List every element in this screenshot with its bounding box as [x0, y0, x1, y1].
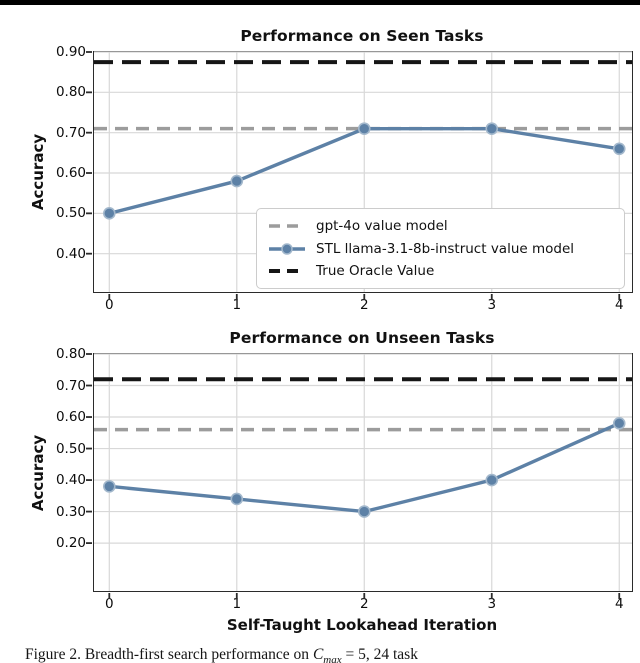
legend: gpt-4o value model STL llama-3.1-8b-inst…: [256, 208, 625, 289]
legend-entry-gpt4o: gpt-4o value model: [257, 218, 624, 234]
x-tick-label: 2: [359, 297, 369, 313]
y-tick-label: 0.80: [55, 346, 86, 362]
caption-math-subscript: max: [323, 654, 342, 663]
legend-entry-oracle: True Oracle Value: [257, 263, 624, 279]
y-tick-label: 0.30: [55, 503, 86, 520]
x-tick-label: 4: [614, 596, 624, 612]
caption-lead: Figure 2. Breadth-first search performan…: [25, 646, 313, 663]
x-tick-label: 3: [487, 297, 497, 313]
data-point-marker: [485, 122, 499, 135]
legend-label: True Oracle Value: [316, 263, 435, 280]
chart-title-seen-tasks: Performance on Seen Tasks: [240, 27, 484, 45]
x-tick-label: 4: [614, 297, 624, 313]
figure-caption: Figure 2. Breadth-first search performan…: [25, 646, 418, 663]
y-tick-label: 0.70: [55, 377, 86, 394]
black-dashed-line-sample-icon: [269, 269, 305, 274]
cropped-table-rule: [0, 0, 640, 5]
x-tick-label: 1: [232, 596, 242, 612]
data-point-marker: [612, 417, 626, 430]
legend-label: gpt-4o value model: [316, 217, 448, 234]
caption-tail: = 5, 24 task: [341, 646, 418, 663]
data-point-marker: [485, 473, 499, 487]
x-tick-label: 0: [105, 596, 114, 612]
y-tick-label: 0.20: [55, 535, 86, 552]
data-point-marker: [357, 505, 371, 518]
y-tick-label: 0.80: [55, 84, 86, 101]
legend-label: STL llama-3.1-8b-instruct value model: [316, 240, 575, 257]
gray-dashed-line-sample-icon: [269, 224, 305, 228]
data-point-marker: [357, 122, 371, 135]
y-tick-label: 0.40: [55, 472, 86, 489]
y-tick-label: 0.70: [55, 124, 86, 141]
plot-canvas: [86, 353, 632, 599]
legend-entry-stl: STL llama-3.1-8b-instruct value model: [257, 241, 624, 257]
x-tick-label: 1: [232, 297, 242, 313]
y-tick-label: 0.60: [55, 165, 86, 181]
data-point-marker: [612, 142, 626, 156]
x-axis-label: Self-Taught Lookahead Iteration: [226, 616, 498, 634]
y-tick-label: 0.50: [55, 205, 86, 222]
y-tick-label: 0.60: [55, 409, 86, 426]
x-tick-label: 2: [359, 596, 369, 612]
plot-area-unseen-tasks: 0 1 2 3 4 0.20 0.30 0.40 0.50 0.60 0.70 0.80: [56, 346, 633, 612]
data-point-marker: [102, 207, 116, 220]
chart-title-unseen-tasks: Performance on Unseen Tasks: [229, 329, 495, 347]
data-point-marker: [102, 480, 116, 493]
x-tick-label: 3: [487, 596, 497, 612]
x-tick-label: 0: [105, 297, 114, 313]
y-tick-label: 0.40: [55, 245, 86, 262]
data-point-marker: [230, 492, 244, 506]
data-point-marker: [230, 174, 244, 188]
y-tick-label: 0.50: [55, 440, 86, 457]
caption-math-var: C: [312, 646, 324, 663]
y-tick-label: 0.90: [55, 44, 86, 60]
blue-line-marker-sample-icon: [269, 242, 305, 255]
